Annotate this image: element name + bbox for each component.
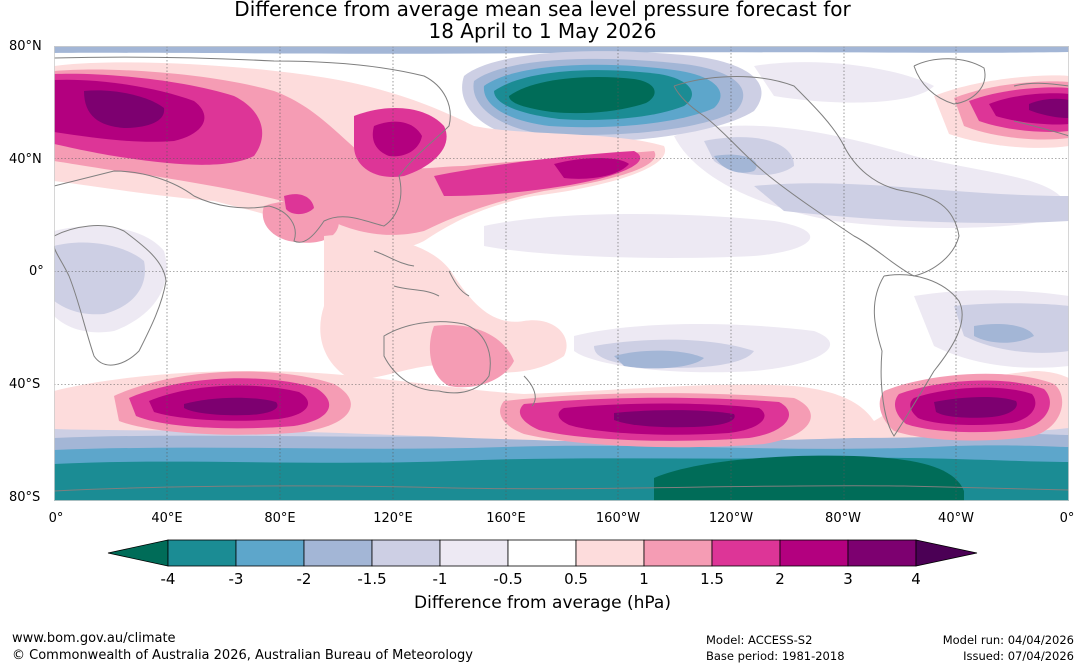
lat-label-40s: 40°S [9, 377, 41, 392]
lon-label-120e: 120°E [373, 511, 413, 526]
footer-model: Model: ACCESS-S2 [706, 633, 813, 647]
lon-label-40w: 40°W [938, 511, 974, 526]
colorbar-swatch [235, 539, 305, 567]
colorbar-tick-label: 1 [639, 570, 649, 588]
colorbar-swatch [439, 539, 509, 567]
light-blue-anomalies [614, 154, 1034, 369]
colorbar-tick-label: 2 [775, 570, 785, 588]
colorbar-tick-label: 3 [843, 570, 853, 588]
arctic-edge-strip [54, 46, 1069, 54]
colorbar-swatch [303, 539, 373, 567]
coastline-eurasia [54, 56, 451, 243]
pressure-anomaly-map [54, 46, 1069, 501]
coastline-north-america [673, 76, 960, 277]
map-title-line2: 18 April to 1 May 2026 [428, 19, 657, 43]
colorbar-tick-label: 1.5 [700, 570, 724, 588]
colorbar-tick-label: 0.5 [564, 570, 588, 588]
map-title-line1: Difference from average mean sea level p… [234, 0, 851, 21]
colorbar-tick-label: -1 [432, 570, 448, 588]
lon-label-80w: 80°W [825, 511, 861, 526]
colorbar-tick-label: -2 [296, 570, 312, 588]
colorbar-tick-label: -3 [228, 570, 244, 588]
southern-ocean-negative-band [54, 419, 1069, 501]
colorbar-swatch [847, 539, 917, 567]
colorbar-extend-high [915, 539, 978, 567]
colorbar-tick-label: 4 [911, 570, 921, 588]
coastline-greenland [913, 58, 986, 105]
lon-label-160e: 160°E [486, 511, 526, 526]
coastline-maritime-continent [373, 250, 470, 297]
lon-label-40e: 40°E [151, 511, 183, 526]
lat-label-40n: 40°N [9, 152, 42, 167]
footer-website: www.bom.gov.au/climate [12, 631, 176, 646]
colorbar-swatch [507, 539, 577, 567]
colorbar-swatch [779, 539, 849, 567]
north-atlantic-positive-anomaly [934, 75, 1069, 148]
coastline-europe [1013, 82, 1069, 137]
maritime-continent-positive-anomaly [320, 234, 567, 388]
graticule [54, 46, 1069, 501]
lon-label-120w: 120°W [708, 511, 754, 526]
coastline-africa [54, 225, 167, 366]
lon-label-160w: 160°W [595, 511, 641, 526]
colorbar-tick-label: -0.5 [493, 570, 523, 588]
colorbar-swatch [575, 539, 645, 567]
coastline-new-zealand [523, 375, 536, 407]
colorbar-extend-low [107, 539, 169, 567]
north-pacific-negative-anomaly [462, 51, 762, 143]
lat-label-equator: 0° [29, 264, 44, 279]
lon-label-80e: 80°E [264, 511, 296, 526]
lon-label-0-east: 0° [1059, 511, 1075, 526]
colorbar-tick-label: -1.5 [357, 570, 387, 588]
colorbar-swatch [371, 539, 441, 567]
colorbar-swatch [643, 539, 713, 567]
footer-copyright: © Commonwealth of Australia 2026, Austra… [12, 648, 473, 663]
colorbar-swatch [711, 539, 781, 567]
map-frame [54, 46, 1069, 501]
footer-issued: Issued: 07/04/2026 [963, 649, 1074, 663]
lat-label-80s: 80°S [9, 490, 41, 505]
colorbar-label: Difference from average (hPa) [414, 593, 671, 613]
coastline-south-america [873, 274, 963, 437]
colorbar-tick-label: -4 [160, 570, 176, 588]
footer-base-period: Base period: 1981-2018 [706, 649, 845, 663]
colorbar-swatch [167, 539, 237, 567]
lon-label-0-west: 0° [48, 511, 64, 526]
footer-model-run: Model run: 04/04/2026 [942, 633, 1074, 647]
eurasia-positive-anomaly [54, 62, 666, 251]
coastline-antarctica [54, 485, 1069, 492]
lat-label-80n: 80°N [9, 39, 42, 54]
southern-hemisphere-positive-belt [54, 371, 1069, 448]
colorbar [107, 539, 978, 567]
